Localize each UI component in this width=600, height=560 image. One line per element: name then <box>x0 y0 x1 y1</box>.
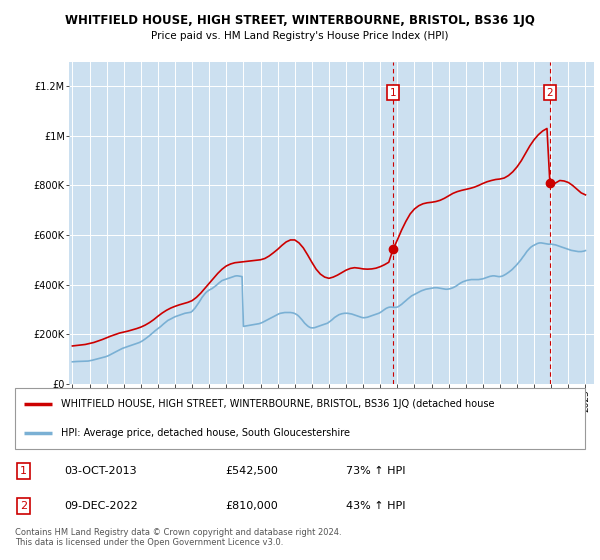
Text: Price paid vs. HM Land Registry's House Price Index (HPI): Price paid vs. HM Land Registry's House … <box>151 31 449 41</box>
Text: 1: 1 <box>390 87 397 97</box>
Text: HPI: Average price, detached house, South Gloucestershire: HPI: Average price, detached house, Sout… <box>61 428 350 438</box>
Text: Contains HM Land Registry data © Crown copyright and database right 2024.
This d: Contains HM Land Registry data © Crown c… <box>15 528 341 547</box>
Text: 2: 2 <box>547 87 553 97</box>
Text: £542,500: £542,500 <box>225 466 278 476</box>
Text: 43% ↑ HPI: 43% ↑ HPI <box>346 501 406 511</box>
FancyBboxPatch shape <box>15 388 585 449</box>
Text: £810,000: £810,000 <box>225 501 278 511</box>
Text: WHITFIELD HOUSE, HIGH STREET, WINTERBOURNE, BRISTOL, BS36 1JQ: WHITFIELD HOUSE, HIGH STREET, WINTERBOUR… <box>65 14 535 27</box>
Text: 2: 2 <box>20 501 27 511</box>
Text: WHITFIELD HOUSE, HIGH STREET, WINTERBOURNE, BRISTOL, BS36 1JQ (detached house: WHITFIELD HOUSE, HIGH STREET, WINTERBOUR… <box>61 399 494 409</box>
Text: 09-DEC-2022: 09-DEC-2022 <box>64 501 137 511</box>
Text: 1: 1 <box>20 466 27 476</box>
Text: 03-OCT-2013: 03-OCT-2013 <box>64 466 136 476</box>
Text: 73% ↑ HPI: 73% ↑ HPI <box>346 466 406 476</box>
